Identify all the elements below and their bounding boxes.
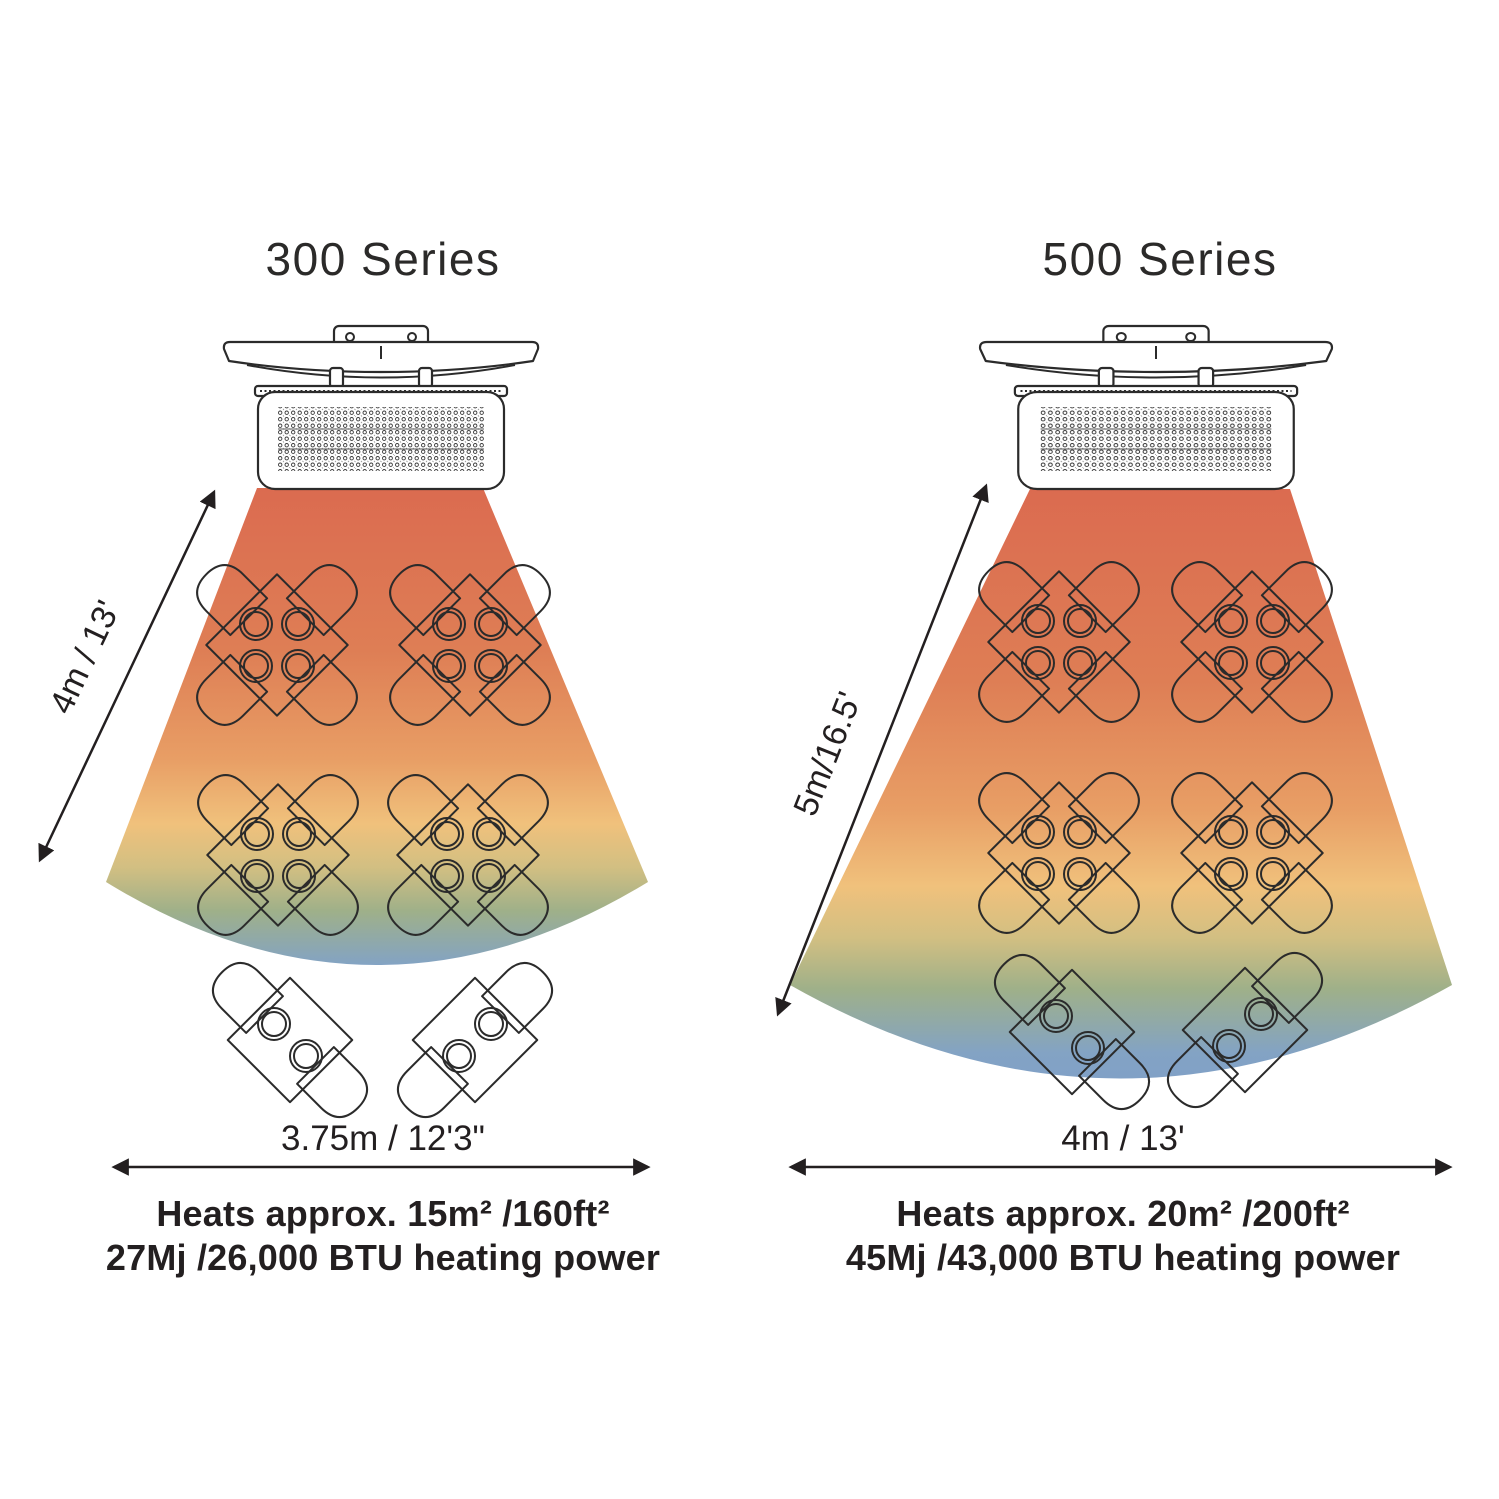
power-spec: 27Mj /26,000 BTU heating power xyxy=(106,1237,660,1278)
panel-title-500: 500 Series xyxy=(1043,233,1278,285)
panel-300-series: 300 Series 4m / 13' 3.75m / 12'3" Heats … xyxy=(38,233,660,1278)
table-2-seat xyxy=(389,954,562,1127)
table-2-seat xyxy=(204,954,377,1127)
width-dimension-label: 3.75m / 12'3" xyxy=(281,1119,485,1158)
throw-dimension-arrow xyxy=(775,483,989,1017)
width-dimension-label: 4m / 13' xyxy=(1061,1119,1184,1158)
coverage-spec: Heats approx. 20m² /200ft² xyxy=(896,1193,1349,1234)
heat-cone xyxy=(790,489,1452,1079)
heat-cone xyxy=(106,488,648,965)
heater-unit-500 xyxy=(978,324,1334,491)
throw-dimension-arrow xyxy=(38,489,216,863)
panel-title-300: 300 Series xyxy=(266,233,501,285)
throw-dimension-label: 5m/16.5' xyxy=(786,687,869,821)
coverage-spec: Heats approx. 15m² /160ft² xyxy=(156,1193,609,1234)
panel-500-series: 500 Series 5m/16.5' 4m / 13' Heats appro… xyxy=(775,233,1453,1278)
power-spec: 45Mj /43,000 BTU heating power xyxy=(846,1237,1400,1278)
heater-unit-300 xyxy=(222,324,540,491)
